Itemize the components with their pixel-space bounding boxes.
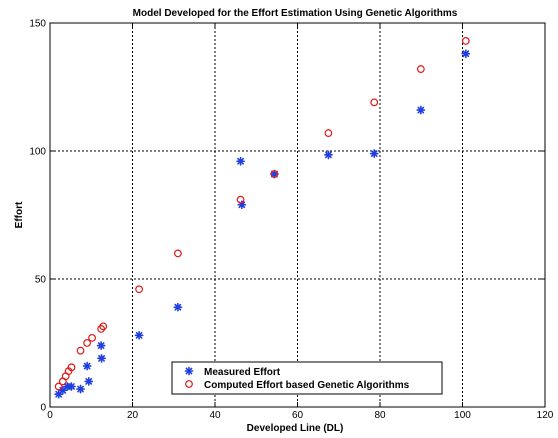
x-tick-label: 40	[209, 410, 221, 421]
measured-effort-point	[54, 389, 64, 399]
axis-ticks	[49, 22, 546, 408]
measured-effort-point	[97, 353, 106, 363]
legend-circle-marker	[185, 380, 193, 388]
computed-effort-point	[236, 195, 245, 204]
legend-marker-measured-effort	[184, 366, 194, 376]
legend-label-measured-effort: Measured Effort	[204, 367, 281, 378]
y-axis-title: Effort	[14, 201, 25, 228]
legend-label-computed-effort: Computed Effort based Genetic Algorithms	[204, 380, 410, 391]
computed-effort-point	[370, 98, 379, 107]
computed-effort-point	[416, 65, 425, 73]
measured-effort-point	[84, 376, 94, 386]
measured-effort-point	[134, 330, 144, 340]
computed-effort-point	[135, 285, 144, 294]
x-tick-label: 80	[374, 410, 386, 421]
computed-effort-point	[99, 322, 108, 331]
measured-effort-point	[369, 149, 379, 158]
measured-effort-point	[269, 169, 279, 179]
y-tick-label: 100	[29, 147, 46, 158]
x-tick-label: 100	[454, 410, 471, 421]
grid-lines	[50, 23, 545, 407]
measured-effort-point	[82, 361, 92, 371]
measured-effort-point	[416, 105, 426, 115]
legend-box	[171, 361, 443, 395]
computed-effort-point	[54, 382, 63, 391]
computed-effort-point	[461, 37, 470, 45]
computed-effort-point	[324, 129, 333, 137]
measured-effort-point	[76, 384, 85, 394]
axis-tick-labels: 0 20 40 60 80 100 120 0 50 100 150	[29, 19, 553, 422]
computed-effort-point	[270, 170, 279, 178]
series-computed-effort	[54, 37, 470, 391]
measured-effort-point	[96, 341, 106, 350]
y-tick-label: 0	[40, 403, 46, 414]
measured-effort-point	[173, 302, 183, 312]
y-tick-label: 150	[29, 19, 46, 30]
y-tick-label: 50	[35, 275, 47, 286]
computed-effort-point	[173, 249, 182, 258]
x-axis-title: Developed Line (DL)	[247, 423, 344, 434]
computed-effort-point	[88, 333, 96, 342]
series-measured-effort	[54, 49, 471, 399]
data-series	[54, 37, 471, 399]
computed-effort-point	[83, 339, 92, 347]
chart-title: Model Developed for the Effort Estimatio…	[133, 8, 458, 19]
measured-effort-point	[236, 156, 245, 166]
legend-marker-computed-effort	[185, 380, 193, 388]
legend-asterisk-marker	[184, 366, 194, 376]
x-tick-label: 0	[47, 410, 53, 421]
computed-effort-point	[67, 363, 76, 372]
x-tick-label: 120	[537, 410, 554, 421]
computed-effort-point	[76, 346, 85, 355]
x-tick-label: 20	[127, 410, 139, 421]
measured-effort-point	[324, 150, 333, 160]
measured-effort-point	[461, 49, 471, 59]
x-tick-label: 60	[292, 410, 304, 421]
measured-effort-point	[67, 382, 76, 391]
legend: Measured Effort Computed Effort based Ge…	[171, 361, 443, 395]
